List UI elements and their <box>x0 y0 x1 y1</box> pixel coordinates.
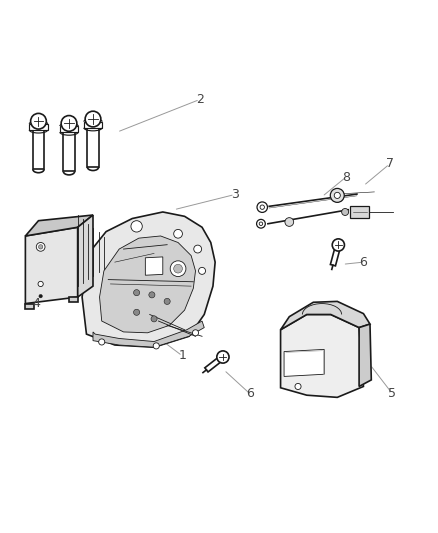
Circle shape <box>333 192 339 198</box>
Circle shape <box>153 343 159 349</box>
Polygon shape <box>205 355 224 372</box>
Circle shape <box>164 298 170 304</box>
Polygon shape <box>330 244 340 266</box>
Polygon shape <box>280 314 363 398</box>
Polygon shape <box>78 215 93 297</box>
Circle shape <box>151 316 157 322</box>
Polygon shape <box>358 324 371 386</box>
Polygon shape <box>350 206 368 218</box>
Polygon shape <box>25 215 93 236</box>
Polygon shape <box>25 304 34 309</box>
Text: 6: 6 <box>359 256 367 269</box>
Polygon shape <box>87 126 99 167</box>
Circle shape <box>332 239 344 251</box>
Polygon shape <box>93 321 204 347</box>
Circle shape <box>133 289 139 296</box>
Text: 8: 8 <box>341 171 349 183</box>
Polygon shape <box>33 128 44 169</box>
Polygon shape <box>280 301 369 330</box>
Circle shape <box>341 208 348 215</box>
Polygon shape <box>84 122 102 128</box>
Circle shape <box>256 220 265 228</box>
Circle shape <box>36 243 45 251</box>
Circle shape <box>256 202 267 213</box>
Polygon shape <box>82 212 215 347</box>
Text: 7: 7 <box>385 157 393 171</box>
Circle shape <box>259 205 264 209</box>
Polygon shape <box>145 257 162 275</box>
Circle shape <box>284 217 293 227</box>
Circle shape <box>329 189 343 203</box>
Polygon shape <box>69 297 78 302</box>
Circle shape <box>61 116 77 131</box>
Polygon shape <box>283 350 323 376</box>
Circle shape <box>173 229 182 238</box>
Circle shape <box>198 268 205 274</box>
Text: 1: 1 <box>178 350 186 362</box>
Text: 3: 3 <box>230 188 238 201</box>
Circle shape <box>31 114 46 129</box>
Circle shape <box>216 351 229 363</box>
Text: 4: 4 <box>32 297 40 310</box>
Circle shape <box>85 111 101 127</box>
Circle shape <box>173 264 182 273</box>
Circle shape <box>39 245 43 249</box>
Circle shape <box>133 309 139 316</box>
Text: 2: 2 <box>195 93 203 106</box>
Circle shape <box>294 383 300 390</box>
Circle shape <box>193 245 201 253</box>
Polygon shape <box>25 227 78 304</box>
Circle shape <box>38 281 43 287</box>
Polygon shape <box>99 236 195 333</box>
Text: 5: 5 <box>387 386 395 400</box>
Circle shape <box>170 261 185 277</box>
Polygon shape <box>63 131 74 172</box>
Circle shape <box>148 292 155 298</box>
Circle shape <box>258 222 262 225</box>
Text: 6: 6 <box>246 387 254 400</box>
Circle shape <box>192 330 198 336</box>
Circle shape <box>39 294 42 298</box>
Polygon shape <box>60 126 78 132</box>
Circle shape <box>131 221 142 232</box>
Polygon shape <box>29 124 47 130</box>
Circle shape <box>99 339 105 345</box>
